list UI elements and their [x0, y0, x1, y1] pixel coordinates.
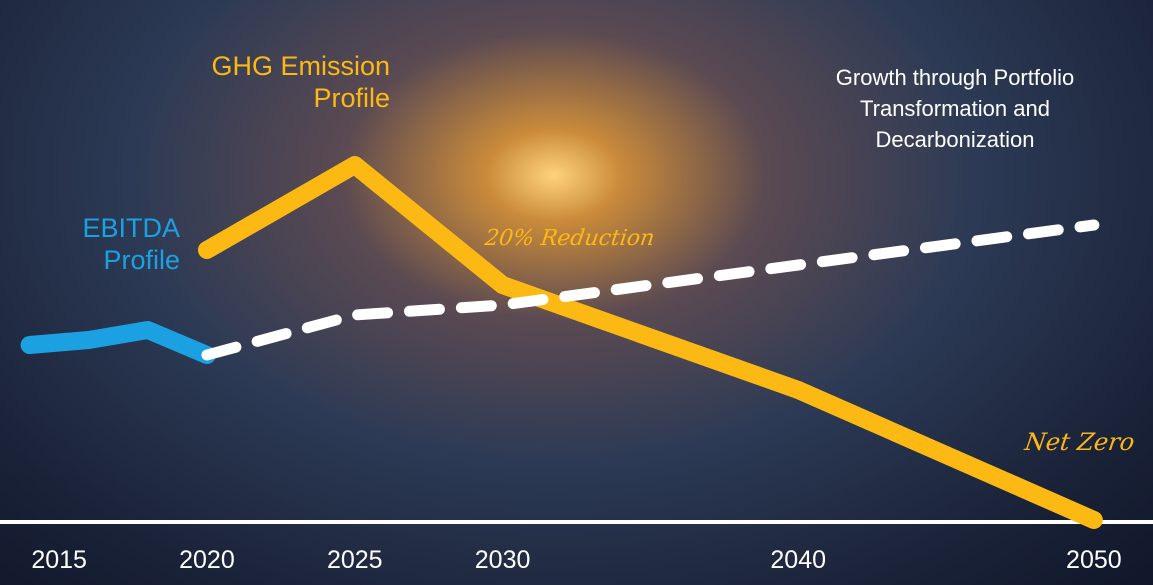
growth-label: Growth through Portfolio Transformation … [780, 62, 1130, 155]
series-line [30, 330, 207, 355]
x-tick-label: 2030 [475, 546, 531, 574]
x-tick-label: 2020 [179, 546, 235, 574]
ghg-label: GHG Emission Profile [130, 50, 390, 114]
series-line [207, 165, 1094, 520]
x-tick-label: 2025 [327, 546, 383, 574]
x-tick-label: 2040 [770, 546, 826, 574]
x-tick-label: 2050 [1066, 546, 1122, 574]
reduction-annotation: 20% Reduction [483, 226, 656, 251]
x-tick-label: 2015 [31, 546, 87, 574]
page: 2015 2020 2025 2030 2040 2050 GHG Emission Pr… [0, 0, 1153, 585]
ebitda-label: EBITDA Profile [20, 212, 180, 276]
net-zero-annotation: Net Zero [1023, 428, 1136, 456]
